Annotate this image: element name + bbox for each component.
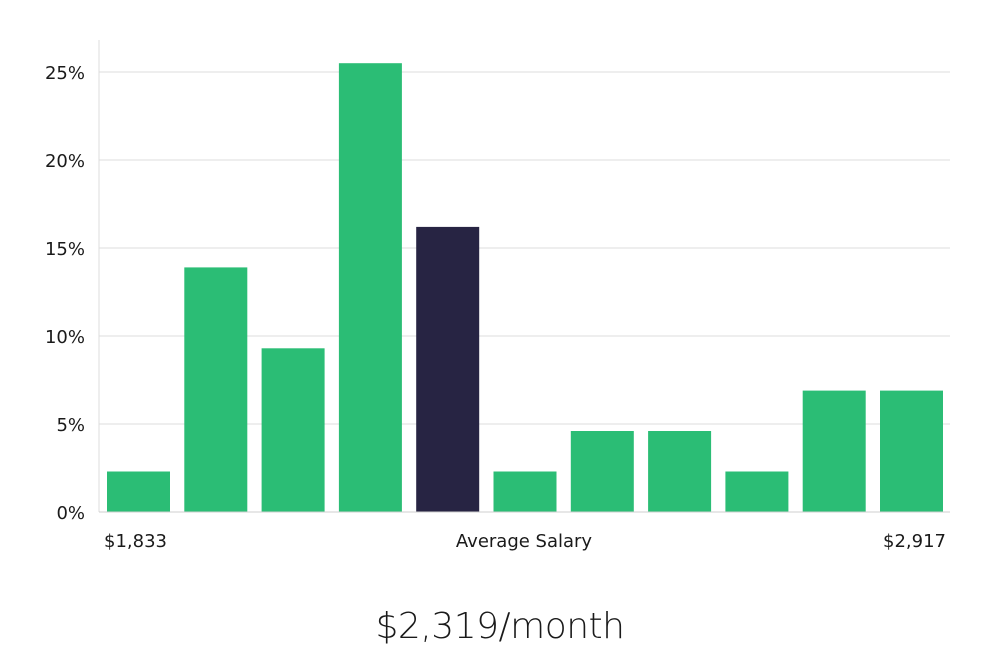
y-tick-label: 15%	[45, 239, 85, 260]
bar	[107, 471, 170, 512]
bar	[184, 267, 248, 512]
y-tick-label: 0%	[56, 503, 85, 524]
salary-distribution-chart: 0% 5% 10% 15% 20% 25% $1,833 Average Salary $…	[45, 40, 950, 552]
bar	[338, 63, 402, 512]
bar	[261, 348, 325, 512]
bar	[880, 390, 943, 512]
x-label-average: Average Salary	[456, 531, 593, 552]
bar-average	[416, 226, 480, 512]
y-tick-label: 20%	[45, 151, 85, 172]
bar	[570, 431, 634, 512]
bar	[648, 431, 712, 512]
y-tick-label: 10%	[45, 327, 85, 348]
x-label-min: $1,833	[104, 531, 167, 552]
average-salary-headline: $2,319/month	[375, 606, 625, 647]
bar	[802, 390, 866, 512]
bar	[725, 471, 789, 512]
x-label-max: $2,917	[883, 531, 946, 552]
bars	[107, 63, 943, 512]
bar	[493, 471, 557, 512]
y-tick-label: 5%	[56, 415, 85, 436]
y-axis-ticks: 0% 5% 10% 15% 20% 25%	[45, 63, 85, 524]
y-tick-label: 25%	[45, 63, 85, 84]
